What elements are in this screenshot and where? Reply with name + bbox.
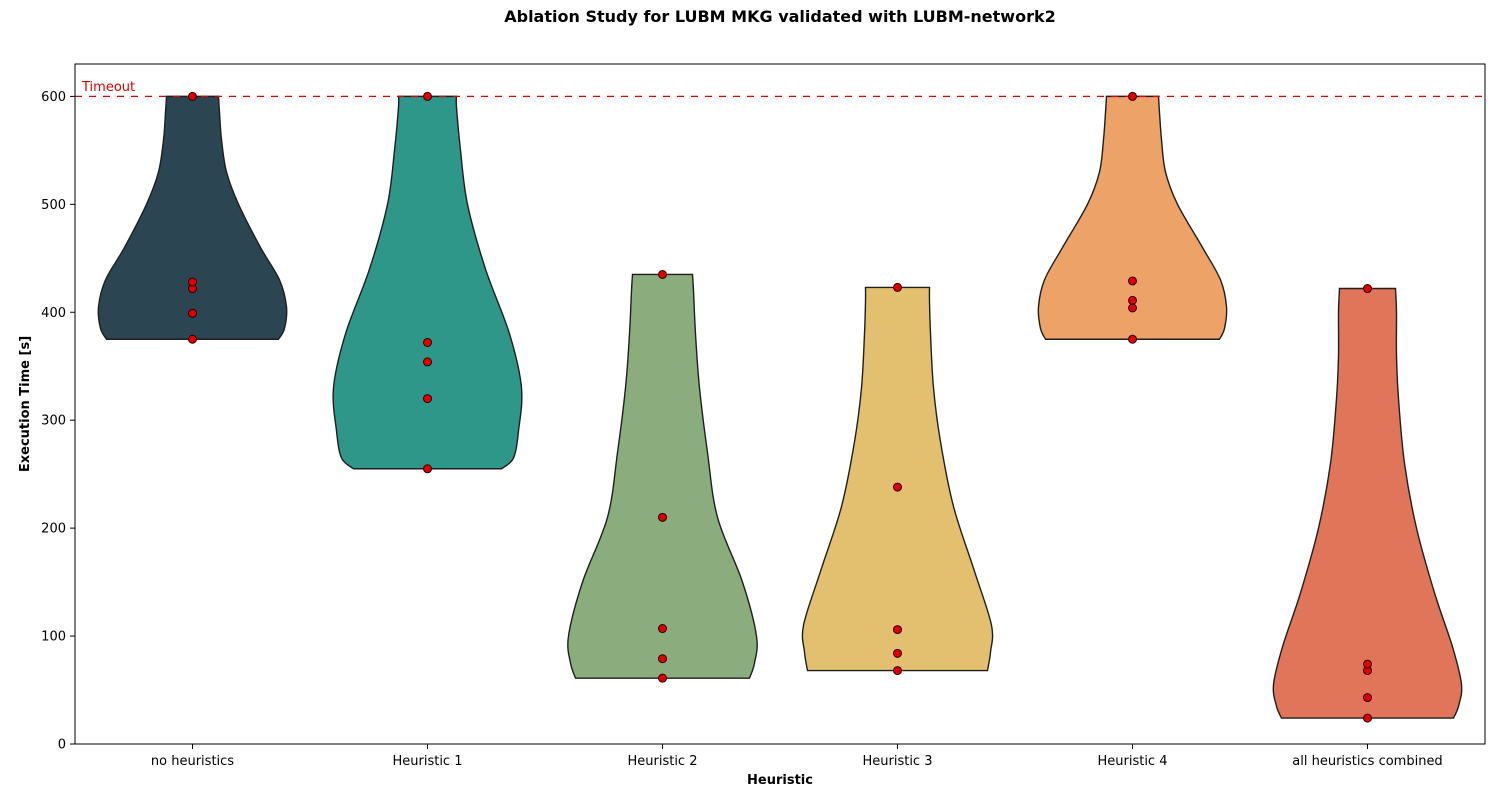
x-tick-label: Heuristic 1 — [392, 754, 462, 769]
data-point — [423, 91, 432, 101]
data-point — [188, 91, 197, 101]
data-point — [188, 277, 197, 287]
data-point — [1128, 334, 1137, 344]
x-tick-label: no heuristics — [151, 754, 234, 769]
data-point — [1128, 295, 1137, 305]
violin-2 — [567, 273, 758, 679]
plot-frame — [74, 63, 1486, 745]
x-tick-label: all heuristics combined — [1292, 754, 1442, 769]
y-tick-label: 100 — [41, 630, 66, 645]
data-point — [658, 673, 667, 683]
plot-area — [75, 64, 1485, 744]
data-point — [423, 337, 432, 347]
y-tick-label: 400 — [41, 306, 66, 321]
y-tick-label: 500 — [41, 198, 66, 213]
data-point — [188, 308, 197, 318]
data-point — [893, 482, 902, 492]
violin-0 — [97, 95, 288, 340]
data-point — [893, 625, 902, 635]
data-point — [658, 654, 667, 664]
data-point — [423, 464, 432, 474]
data-point — [423, 394, 432, 404]
violins-layer — [97, 95, 1463, 719]
violin-5 — [1272, 287, 1463, 719]
y-tick-label: 300 — [41, 414, 66, 429]
points-layer — [188, 91, 1372, 723]
data-point — [893, 282, 902, 292]
data-point — [1363, 693, 1372, 703]
timeout-layer: Timeout — [75, 80, 1485, 97]
data-point — [1363, 713, 1372, 723]
x-axis: no heuristics Heuristic 1 Heuristic 2 Heuri… — [151, 744, 1443, 769]
data-point — [1363, 284, 1372, 294]
chart-title: Ablation Study for LUBM MKG validated wi… — [504, 7, 1056, 26]
x-axis-label: Heuristic — [747, 773, 813, 788]
data-point — [423, 357, 432, 367]
data-point — [658, 512, 667, 522]
data-point — [658, 624, 667, 634]
data-point — [1363, 659, 1372, 669]
data-point — [188, 334, 197, 344]
y-tick-label: 0 — [58, 738, 66, 753]
data-point — [1128, 303, 1137, 313]
timeout-label: Timeout — [81, 80, 135, 95]
data-point — [1128, 276, 1137, 286]
y-tick-label: 200 — [41, 522, 66, 537]
data-point — [893, 666, 902, 676]
x-tick-label: Heuristic 3 — [862, 754, 932, 769]
x-tick-label: Heuristic 2 — [627, 754, 697, 769]
data-point — [1128, 91, 1137, 101]
y-tick-label: 600 — [41, 90, 66, 105]
data-point — [658, 269, 667, 279]
data-point — [893, 648, 902, 658]
violin-3 — [801, 286, 994, 672]
y-axis: 0 100 200 300 400 500 600 — [41, 90, 75, 753]
violin-4 — [1037, 95, 1228, 340]
y-axis-label: Execution Time [s] — [18, 336, 33, 472]
x-tick-label: Heuristic 4 — [1097, 754, 1167, 769]
